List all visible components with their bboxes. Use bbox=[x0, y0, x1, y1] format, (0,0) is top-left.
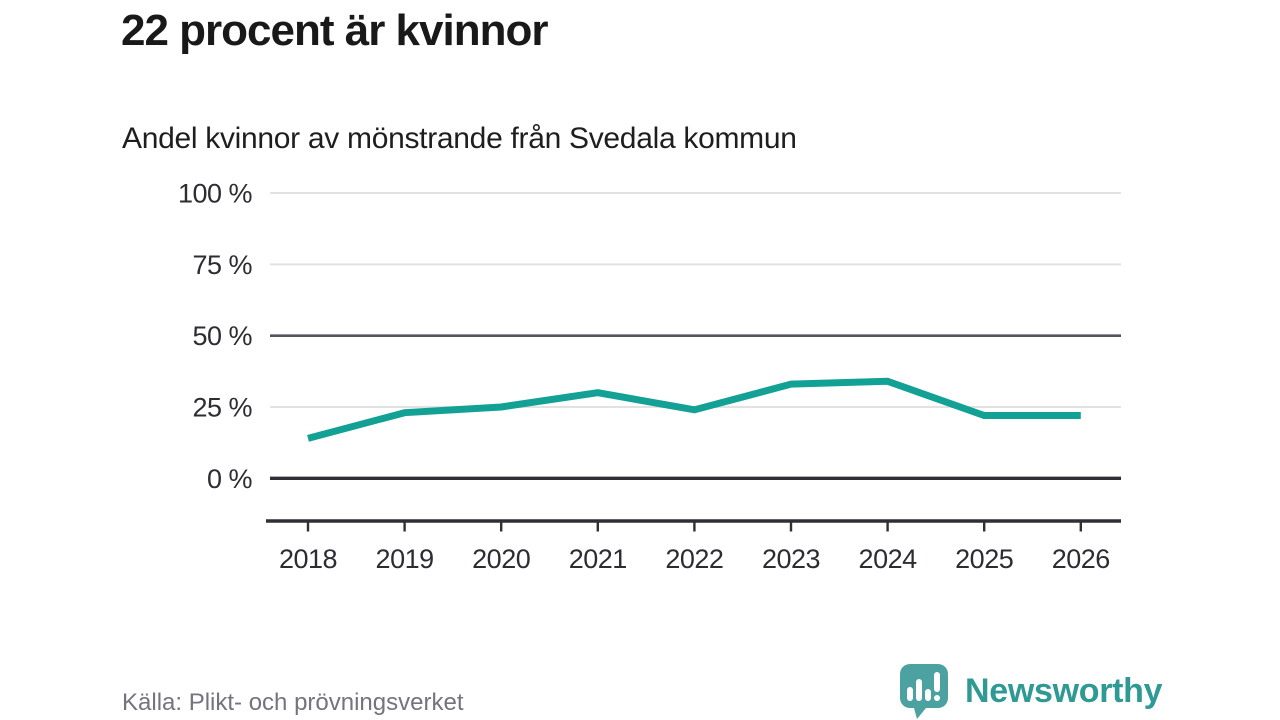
newsworthy-logo-text: Newsworthy bbox=[965, 671, 1163, 710]
y-axis-tick-label: 25 % bbox=[192, 392, 252, 422]
y-axis-tick-label: 0 % bbox=[207, 464, 253, 494]
source-note: Källa: Plikt- och prövningsverket bbox=[122, 689, 464, 716]
x-axis-tick-label: 2025 bbox=[955, 544, 1013, 574]
chart-subtitle: Andel kvinnor av mönstrande från Svedala… bbox=[122, 122, 797, 155]
line-chart: 0 % 25 % 50 % 75 % 100 % 2018 2019 2020 2021 2022… bbox=[178, 179, 1121, 574]
y-axis-tick-label: 75 % bbox=[192, 250, 252, 280]
x-axis-tick-label: 2020 bbox=[472, 544, 530, 574]
page-title: 22 procent är kvinnor bbox=[121, 6, 548, 55]
x-axis-tick-label: 2019 bbox=[376, 544, 434, 574]
x-axis-tick-label: 2026 bbox=[1052, 544, 1110, 574]
y-axis-tick-label: 100 % bbox=[178, 179, 253, 209]
x-axis-tick-label: 2024 bbox=[859, 544, 918, 574]
logo-bar-1 bbox=[907, 687, 913, 701]
data-series-line bbox=[307, 377, 1081, 442]
y-axis-tick-label: 50 % bbox=[192, 321, 252, 351]
x-axis-tick-label: 2022 bbox=[665, 544, 723, 574]
x-axis-tick-label: 2023 bbox=[762, 544, 820, 574]
newsworthy-logo: Newsworthy bbox=[898, 662, 1163, 720]
x-axis-tick-label: 2018 bbox=[279, 544, 337, 574]
newsworthy-logo-icon bbox=[900, 664, 948, 719]
logo-bar-2 bbox=[916, 679, 922, 701]
logo-bar-3 bbox=[925, 689, 931, 701]
logo-exclamation-dot bbox=[934, 695, 940, 701]
logo-exclamation-bar bbox=[934, 672, 940, 692]
x-axis-tick-label: 2021 bbox=[569, 544, 627, 574]
